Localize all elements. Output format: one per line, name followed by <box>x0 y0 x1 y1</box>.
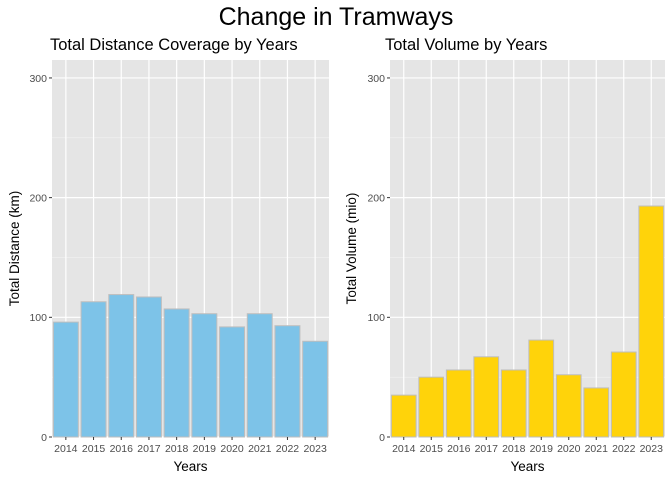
y-tick-label: 300 <box>367 73 385 85</box>
chart-panel-1: 0 100 200 300 2014 2015 2016 2017 2018 2019 2020 20… <box>7 36 329 474</box>
bar-2019 <box>528 339 555 438</box>
figure-title: Change in Tramways <box>219 3 454 31</box>
x-tick-label: 2023 <box>640 443 664 455</box>
x-tick-label: 2021 <box>248 443 272 455</box>
x-tick-label: 2014 <box>392 443 416 455</box>
bar-2020 <box>219 326 246 438</box>
bar-2014 <box>390 394 417 438</box>
bar-2014 <box>52 321 79 438</box>
y-tick-label: 200 <box>29 192 47 204</box>
bar-2023 <box>302 340 329 438</box>
x-tick-label: 2016 <box>447 443 471 455</box>
y-tick-label: 200 <box>367 192 385 204</box>
x-tick-label: 2016 <box>110 443 134 455</box>
x-tick-label: 2018 <box>502 443 526 455</box>
bar-2016 <box>108 294 135 438</box>
bar-2020 <box>555 374 582 438</box>
bar-2019 <box>191 313 218 438</box>
x-tick-label: 2022 <box>612 443 636 455</box>
x-tick-label: 2023 <box>303 443 327 455</box>
x-axis-label: Years <box>173 459 207 474</box>
x-tick-label: 2017 <box>137 443 161 455</box>
bar-2016 <box>445 369 472 438</box>
y-tick-label: 100 <box>29 312 47 324</box>
y-tick-label: 300 <box>29 73 47 85</box>
y-axis-label: Total Volume (mio) <box>344 193 359 305</box>
x-tick-label: 2015 <box>420 443 444 455</box>
x-tick-label: 2021 <box>585 443 609 455</box>
bar-2018 <box>163 308 190 438</box>
x-tick-label: 2015 <box>82 443 106 455</box>
x-axis-label: Years <box>510 459 544 474</box>
bar-2017 <box>135 296 162 438</box>
bar-2021 <box>583 387 610 438</box>
x-tick-label: 2014 <box>54 443 78 455</box>
y-tick-label: 0 <box>41 432 47 444</box>
x-tick-label: 2018 <box>165 443 189 455</box>
chart-panel-2: 0 100 200 300 2014 2015 2016 2017 2018 2019 2020 20… <box>344 36 665 474</box>
x-tick-label: 2020 <box>220 443 244 455</box>
bar-2023 <box>638 205 665 438</box>
bar-2018 <box>500 369 527 438</box>
y-axis-label: Total Distance (km) <box>7 191 22 307</box>
bar-2017 <box>473 356 500 438</box>
x-tick-label: 2022 <box>276 443 300 455</box>
y-tick-label: 0 <box>379 432 385 444</box>
bar-2022 <box>610 351 637 438</box>
bar-2022 <box>274 325 301 438</box>
x-tick-label: 2019 <box>530 443 554 455</box>
x-tick-label: 2020 <box>557 443 581 455</box>
x-tick-label: 2017 <box>475 443 499 455</box>
x-tick-label: 2019 <box>193 443 217 455</box>
bar-2021 <box>246 313 273 438</box>
bar-2015 <box>418 376 445 438</box>
panel-title: Total Distance Coverage by Years <box>50 36 298 54</box>
y-tick-label: 100 <box>367 312 385 324</box>
bar-2015 <box>80 301 107 438</box>
panel-title: Total Volume by Years <box>385 36 547 54</box>
